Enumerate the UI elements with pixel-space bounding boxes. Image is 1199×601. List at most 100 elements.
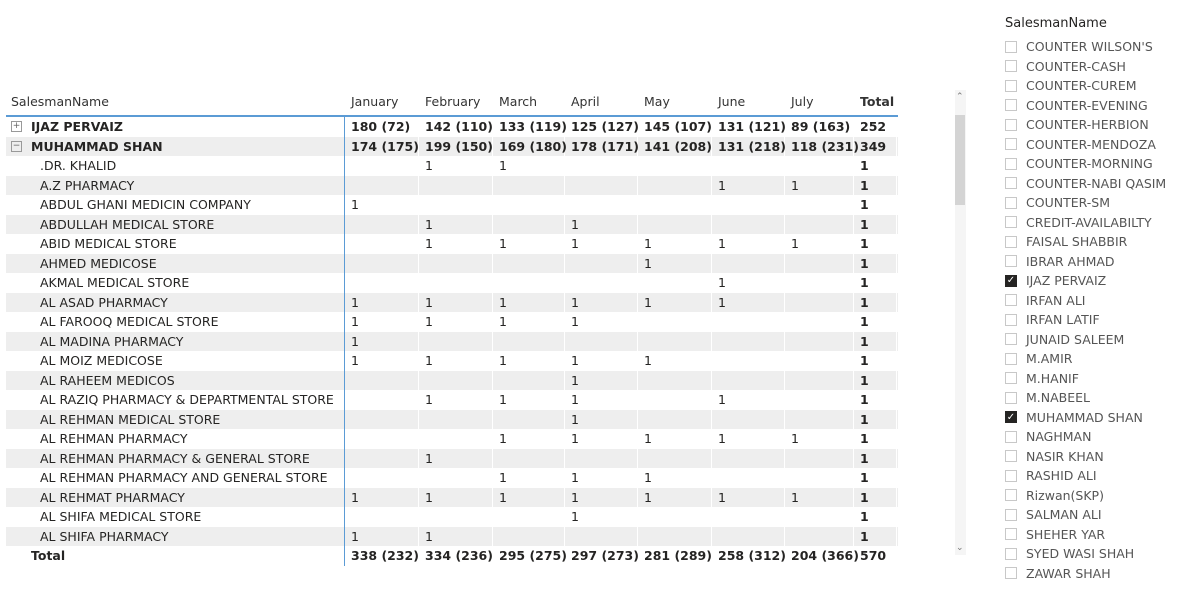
row-header[interactable]: AL ASAD PHARMACY <box>6 292 345 312</box>
column-header[interactable]: February <box>419 88 493 115</box>
slicer-item[interactable]: IRFAN ALI <box>1005 291 1166 311</box>
matrix-scrollbar[interactable]: ⌃ ⌄ <box>955 90 966 555</box>
row-header[interactable]: AL REHMAN PHARMACY <box>6 429 345 449</box>
row-label: AL ASAD PHARMACY <box>40 294 168 310</box>
checkbox[interactable] <box>1005 196 1017 209</box>
checkbox[interactable] <box>1005 118 1017 131</box>
slicer-item[interactable]: COUNTER-HERBION <box>1005 115 1166 135</box>
slicer-item[interactable]: IRFAN LATIF <box>1005 310 1166 330</box>
value-cell: 1 <box>712 292 785 312</box>
scroll-up-icon[interactable]: ⌃ <box>956 92 964 102</box>
slicer-item[interactable]: ✓ MUHAMMAD SHAN <box>1005 408 1166 428</box>
row-header[interactable]: AL REHMAN PHARMACY & GENERAL STORE <box>6 448 345 468</box>
checkbox[interactable] <box>1005 255 1017 268</box>
row-header[interactable]: A.Z PHARMACY <box>6 175 345 195</box>
column-header[interactable]: June <box>712 88 785 115</box>
row-header[interactable]: AL RAHEEM MEDICOS <box>6 370 345 390</box>
slicer-item[interactable]: Rizwan(SKP) <box>1005 486 1166 506</box>
column-header[interactable]: April <box>565 88 638 115</box>
table-row: A.Z PHARMACY 1 1 1 <box>6 175 898 195</box>
column-header[interactable]: Total <box>854 88 897 115</box>
slicer-item[interactable]: SHEHER YAR <box>1005 525 1166 545</box>
column-header[interactable]: SalesmanName <box>6 88 345 115</box>
row-header[interactable]: AL SHIFA MEDICAL STORE <box>6 507 345 527</box>
checkbox[interactable] <box>1005 489 1017 502</box>
row-header[interactable]: + IJAZ PERVAIZ <box>6 117 345 137</box>
checkbox[interactable]: ✓ <box>1005 411 1017 424</box>
slicer-item[interactable]: COUNTER-MENDOZA <box>1005 135 1166 155</box>
checkbox[interactable] <box>1005 60 1017 73</box>
checkbox[interactable] <box>1005 508 1017 521</box>
row-header[interactable]: AL REHMAN PHARMACY AND GENERAL STORE <box>6 468 345 488</box>
row-header[interactable]: AL REHMAN MEDICAL STORE <box>6 409 345 429</box>
row-header[interactable]: ABID MEDICAL STORE <box>6 234 345 254</box>
checkbox[interactable] <box>1005 372 1017 385</box>
slicer-item[interactable]: M.NABEEL <box>1005 388 1166 408</box>
checkbox[interactable] <box>1005 528 1017 541</box>
value-cell: 1 <box>565 312 638 332</box>
slicer-item[interactable]: ✓ IJAZ PERVAIZ <box>1005 271 1166 291</box>
slicer-item[interactable]: NASIR KHAN <box>1005 447 1166 467</box>
scroll-down-icon[interactable]: ⌄ <box>956 543 964 553</box>
slicer-item[interactable]: COUNTER-CASH <box>1005 57 1166 77</box>
checkbox[interactable] <box>1005 177 1017 190</box>
row-header[interactable]: AL REHMAT PHARMACY <box>6 487 345 507</box>
value-cell: 1 <box>854 331 897 351</box>
expand-icon[interactable]: + <box>11 121 22 133</box>
checkbox[interactable] <box>1005 469 1017 482</box>
checkbox[interactable] <box>1005 450 1017 463</box>
slicer-item[interactable]: COUNTER-NABI QASIM <box>1005 174 1166 194</box>
row-label: AL RAHEEM MEDICOS <box>40 372 175 388</box>
checkbox[interactable] <box>1005 567 1017 580</box>
slicer-item[interactable]: ZAWAR SHAH <box>1005 564 1166 584</box>
slicer-item[interactable]: COUNTER-EVENING <box>1005 96 1166 116</box>
checkbox[interactable] <box>1005 157 1017 170</box>
slicer-item[interactable]: COUNTER-MORNING <box>1005 154 1166 174</box>
checkbox[interactable] <box>1005 333 1017 346</box>
collapse-icon[interactable]: − <box>11 140 22 152</box>
slicer-item[interactable]: M.AMIR <box>1005 349 1166 369</box>
column-header[interactable]: January <box>345 88 419 115</box>
row-header[interactable]: ABDULLAH MEDICAL STORE <box>6 214 345 234</box>
slicer-item[interactable]: COUNTER-CUREM <box>1005 76 1166 96</box>
checkbox[interactable] <box>1005 235 1017 248</box>
slicer-item[interactable]: M.HANIF <box>1005 369 1166 389</box>
checkbox[interactable] <box>1005 138 1017 151</box>
scrollbar-thumb[interactable] <box>955 115 965 205</box>
row-header[interactable]: AL MADINA PHARMACY <box>6 331 345 351</box>
row-header[interactable]: ABDUL GHANI MEDICIN COMPANY <box>6 195 345 215</box>
slicer-item[interactable]: SALMAN ALI <box>1005 505 1166 525</box>
slicer-item[interactable]: JUNAID SALEEM <box>1005 330 1166 350</box>
checkbox[interactable] <box>1005 216 1017 229</box>
row-header[interactable]: − MUHAMMAD SHAN <box>6 136 345 156</box>
checkbox[interactable] <box>1005 547 1017 560</box>
column-header[interactable]: May <box>638 88 712 115</box>
slicer-item[interactable]: RASHID ALI <box>1005 466 1166 486</box>
checkbox[interactable] <box>1005 391 1017 404</box>
checkbox[interactable] <box>1005 294 1017 307</box>
slicer-item[interactable]: SYED WASI SHAH <box>1005 544 1166 564</box>
slicer-item[interactable]: COUNTER-SM <box>1005 193 1166 213</box>
checkbox[interactable] <box>1005 352 1017 365</box>
checkbox[interactable] <box>1005 40 1017 53</box>
checkbox[interactable] <box>1005 79 1017 92</box>
column-header[interactable]: March <box>493 88 565 115</box>
slicer-item[interactable]: CREDIT-AVAILABILTY <box>1005 213 1166 233</box>
row-header[interactable]: AL SHIFA PHARMACY <box>6 526 345 546</box>
slicer-item[interactable]: NAGHMAN <box>1005 427 1166 447</box>
checkbox[interactable] <box>1005 99 1017 112</box>
checkbox[interactable] <box>1005 313 1017 326</box>
checkbox[interactable]: ✓ <box>1005 274 1017 287</box>
slicer-item[interactable]: FAISAL SHABBIR <box>1005 232 1166 252</box>
slicer-item[interactable]: IBRAR AHMAD <box>1005 252 1166 272</box>
column-header[interactable]: July <box>785 88 854 115</box>
row-header[interactable]: Total <box>6 546 345 566</box>
row-header[interactable]: .DR. KHALID <box>6 156 345 176</box>
slicer-item[interactable]: COUNTER WILSON'S <box>1005 37 1166 57</box>
checkbox[interactable] <box>1005 430 1017 443</box>
row-header[interactable]: AL FAROOQ MEDICAL STORE <box>6 312 345 332</box>
row-header[interactable]: AL RAZIQ PHARMACY & DEPARTMENTAL STORE <box>6 390 345 410</box>
row-header[interactable]: AKMAL MEDICAL STORE <box>6 273 345 293</box>
row-header[interactable]: AL MOIZ MEDICOSE <box>6 351 345 371</box>
row-header[interactable]: AHMED MEDICOSE <box>6 253 345 273</box>
